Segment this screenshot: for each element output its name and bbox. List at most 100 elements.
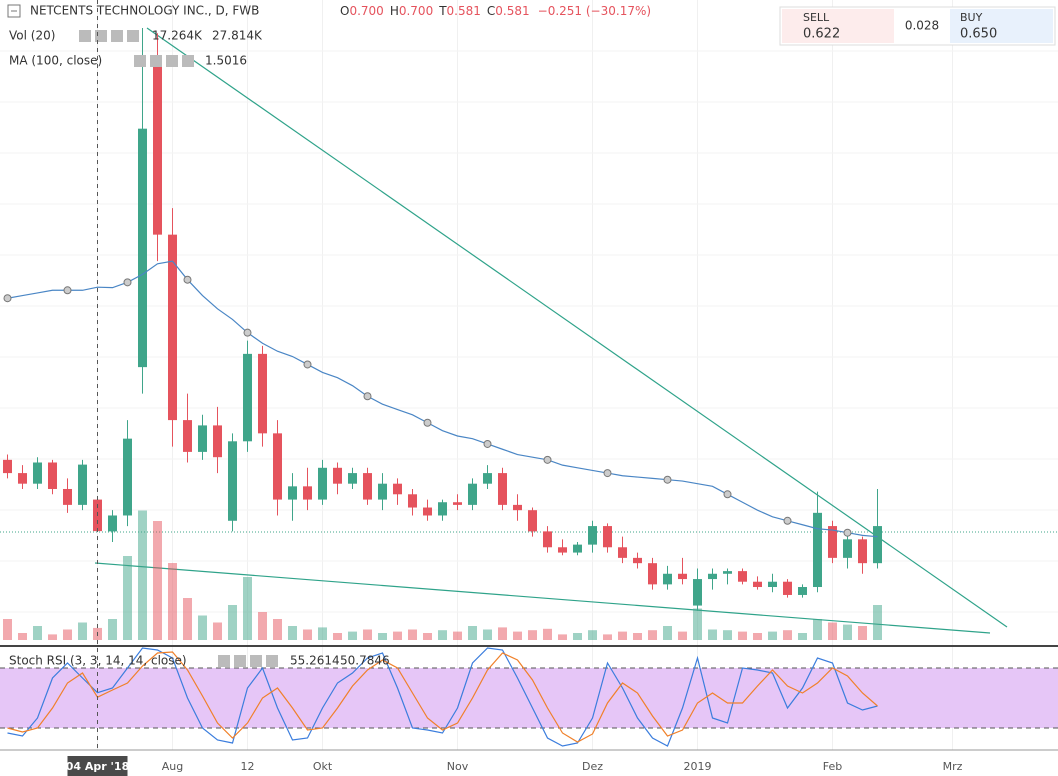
candle-body (513, 504, 522, 511)
sell-price: 0.622 (803, 27, 840, 42)
candle-body (843, 539, 852, 558)
candle-body (618, 547, 627, 558)
volume-bar (138, 510, 147, 640)
volume-bar (588, 630, 597, 640)
sell-button[interactable] (782, 9, 894, 43)
indicator-buttons[interactable] (79, 30, 278, 667)
volume-bar (858, 626, 867, 640)
volume-bar (453, 631, 462, 640)
volume-bar (603, 634, 612, 640)
volume-bar (528, 630, 537, 640)
ma-marker (483, 439, 492, 448)
ohlc-value: 0.700 (349, 4, 383, 18)
candle-body (78, 464, 87, 505)
time-label: Feb (823, 760, 842, 773)
volume-bar (318, 627, 327, 640)
candle-body (738, 571, 747, 582)
quote-widget: SELL 0.622 0.028 BUY 0.650 (779, 6, 1056, 46)
time-label: Okt (313, 760, 333, 773)
buy-button[interactable] (950, 9, 1053, 43)
volume-bar (303, 629, 312, 640)
legend: NETCENTS TECHNOLOGY INC., D, FWB O0.700 H… (7, 4, 651, 668)
candle-body (33, 462, 42, 484)
volume-bar (723, 630, 732, 640)
candle-body (108, 515, 117, 532)
candle-body (3, 459, 12, 474)
ma-marker (63, 286, 72, 295)
candle-body (768, 581, 777, 588)
volume-bar (393, 631, 402, 640)
candle-body (243, 353, 252, 442)
volume-bar (753, 633, 762, 640)
candle-body (378, 483, 387, 500)
time-label: Aug (162, 760, 183, 773)
time-label: Dez (582, 760, 603, 773)
change: −0.251 (−30.17%) (538, 4, 651, 18)
candle-body (753, 581, 762, 588)
ma-marker (843, 528, 852, 537)
time-label: 12 (241, 760, 255, 773)
candle-body (303, 486, 312, 500)
volume-bar (63, 629, 72, 640)
candle-body (138, 128, 147, 368)
volume-bar (363, 629, 372, 640)
candle-body (873, 526, 882, 564)
candle-body (708, 573, 717, 580)
candle-body (183, 420, 192, 452)
candle-body (438, 502, 447, 516)
candle-body (603, 526, 612, 548)
volume-bar (153, 521, 162, 640)
symbol-title: NETCENTS TECHNOLOGY INC., D, FWB (30, 4, 259, 18)
candle-body (528, 510, 537, 532)
stoch-line (7, 651, 878, 743)
crosshair-label: 04 Apr '18 (66, 760, 129, 773)
candle-body (798, 587, 807, 595)
candle-body (198, 425, 207, 452)
volume-bar (708, 629, 717, 640)
stoch-title[interactable]: Stoch RSI (3, 3, 14, 14, close) (9, 654, 187, 668)
plot (0, 28, 1058, 747)
volume-bar (48, 634, 57, 640)
ma-value: 1.5016 (205, 54, 247, 68)
ohlc-legend: O0.700 H0.700 T0.581 C0.581 −0.251 (−30.17%) (340, 4, 651, 18)
volume-bar (618, 631, 627, 640)
candle-body (48, 462, 57, 489)
ma-marker (3, 294, 12, 303)
volume-bar (108, 619, 117, 640)
collapse-button[interactable] (7, 4, 21, 18)
volume-bar (573, 633, 582, 640)
volume-bar (768, 631, 777, 640)
candle-body (723, 571, 732, 574)
rsi-band (0, 668, 1058, 728)
volume-bar (483, 629, 492, 640)
candle-body (273, 433, 282, 500)
volume-bar (663, 626, 672, 640)
volume-bar (348, 631, 357, 640)
volume-bar (438, 630, 447, 640)
volume-title[interactable]: Vol (20) (9, 29, 55, 43)
candle-body (498, 473, 507, 505)
volume-bar (798, 633, 807, 640)
candle-body (123, 438, 132, 516)
volume-bar (843, 624, 852, 640)
candle-body (168, 234, 177, 421)
candle-body (648, 563, 657, 585)
ohlc-label: T (438, 4, 447, 18)
candle-body (423, 507, 432, 516)
time-label: 2019 (684, 760, 712, 773)
ma-marker (783, 516, 792, 525)
candle-body (318, 467, 327, 500)
ma-title[interactable]: MA (100, close) (9, 54, 102, 68)
ma-marker (723, 490, 732, 499)
volume-bar (513, 631, 522, 640)
ma-marker (423, 418, 432, 427)
ma-marker (543, 455, 552, 464)
volume-bar (423, 633, 432, 640)
candle-body (663, 573, 672, 585)
candle-body (408, 494, 417, 508)
volume-bar (633, 633, 642, 640)
candle-body (543, 531, 552, 548)
volume-bar (378, 633, 387, 640)
candle-body (678, 573, 687, 580)
